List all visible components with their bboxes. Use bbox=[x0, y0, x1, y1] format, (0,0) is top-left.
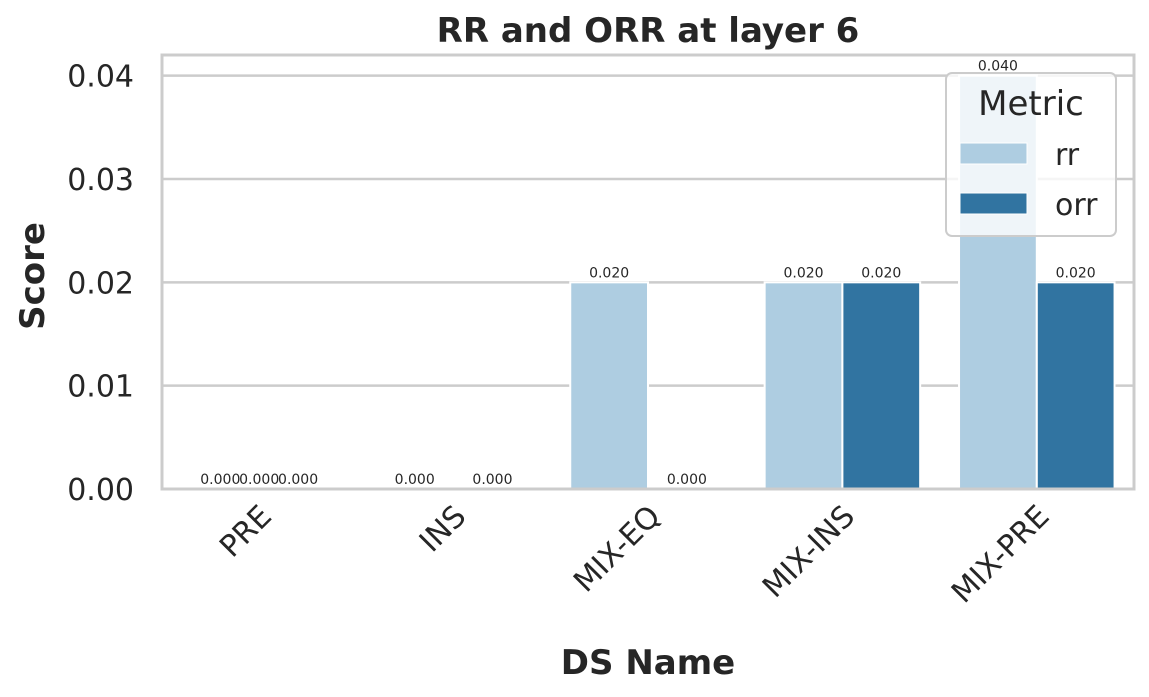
bar-value-label: 0.000 bbox=[239, 472, 279, 488]
y-tick-label: 0.03 bbox=[67, 163, 134, 198]
x-tick-labels: PRE INS MIX-EQ MIX-INS MIX-PRE bbox=[213, 499, 1056, 610]
y-tick-label: 0.02 bbox=[67, 266, 134, 301]
bar-value-label: 0.000 bbox=[278, 472, 318, 488]
bar-value-label: 0.020 bbox=[589, 265, 629, 281]
x-tick-label: INS bbox=[413, 499, 473, 559]
bar-value-label: 0.040 bbox=[978, 59, 1018, 75]
bar-value-label: 0.000 bbox=[200, 472, 240, 488]
y-axis-label: Score bbox=[13, 222, 53, 330]
bar-value-label: 0.020 bbox=[1056, 265, 1096, 281]
x-tick-label: PRE bbox=[213, 499, 279, 565]
bar-value-label: 0.020 bbox=[861, 265, 901, 281]
legend-title: Metric bbox=[978, 84, 1084, 124]
y-tick-labels: 0.00 0.01 0.02 0.03 0.04 bbox=[67, 60, 134, 508]
bar-value-label: 0.000 bbox=[472, 472, 512, 488]
x-tick-label: MIX-EQ bbox=[567, 499, 668, 600]
legend-label-rr: rr bbox=[1055, 138, 1080, 173]
y-tick-label: 0.00 bbox=[67, 473, 134, 508]
legend-label-orr: orr bbox=[1055, 188, 1098, 223]
bar-value-label: 0.020 bbox=[783, 265, 823, 281]
legend: Metric rr orr bbox=[945, 72, 1117, 237]
bar-value-label: 0.000 bbox=[395, 472, 435, 488]
x-tick-label: MIX-PRE bbox=[945, 499, 1056, 610]
bar-orr-mix-pre bbox=[1035, 281, 1116, 491]
y-tick-label: 0.04 bbox=[67, 60, 134, 95]
legend-swatch-orr bbox=[959, 192, 1028, 215]
x-tick-label: MIX-INS bbox=[756, 499, 862, 605]
y-tick-label: 0.01 bbox=[67, 370, 134, 405]
bar-orr-mix-ins bbox=[841, 281, 922, 491]
legend-swatch-rr bbox=[959, 142, 1028, 165]
plot-frame bbox=[160, 53, 1136, 491]
bar-value-label: 0.000 bbox=[667, 472, 707, 488]
x-axis-label: DS Name bbox=[561, 643, 735, 683]
bar-rr-mix-eq bbox=[569, 281, 649, 491]
bar-rr-mix-ins bbox=[763, 281, 844, 491]
chart-title: RR and ORR at layer 6 bbox=[437, 11, 860, 51]
